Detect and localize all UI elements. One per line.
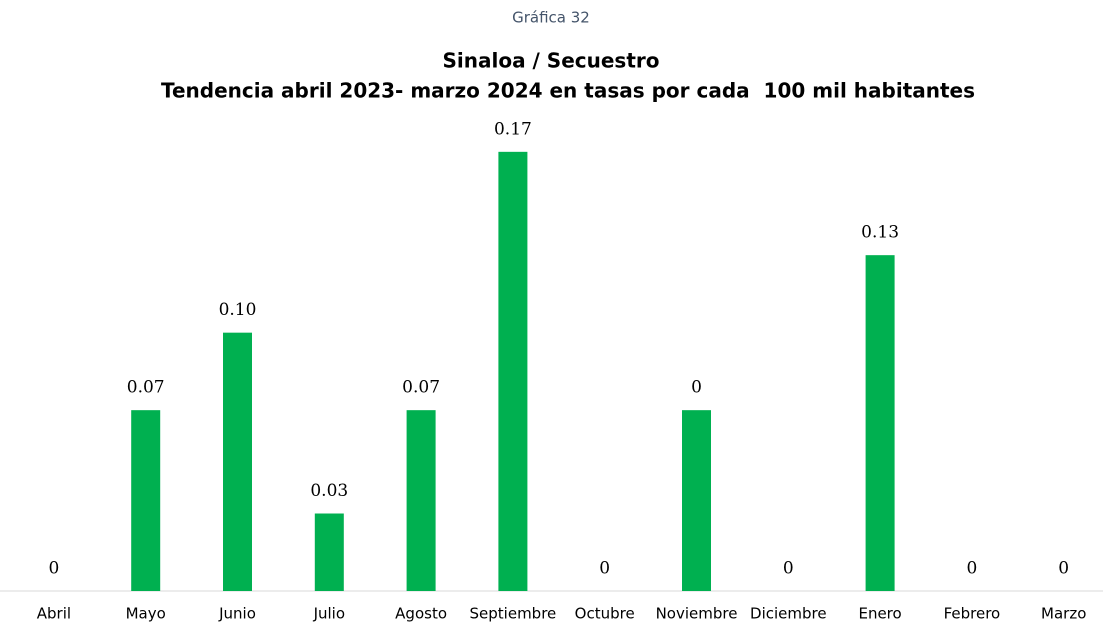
bar <box>682 410 711 591</box>
x-tick-label: Diciembre <box>750 605 827 623</box>
x-tick-label: Octubre <box>575 605 635 623</box>
value-label: 0 <box>966 559 977 579</box>
chart-subtitle: Tendencia abril 2023- marzo 2024 en tasa… <box>161 79 975 103</box>
x-tick-label: Noviembre <box>656 605 738 623</box>
bar <box>131 410 161 591</box>
value-label: 0.17 <box>494 119 532 139</box>
value-label: 0 <box>783 559 794 579</box>
bar <box>406 410 436 591</box>
x-tick-label: Septiembre <box>470 605 557 623</box>
value-label: 0.07 <box>402 378 440 398</box>
bar <box>314 513 344 591</box>
x-tick-label: Junio <box>218 605 256 623</box>
value-label: 0.03 <box>310 481 348 501</box>
value-label: 0 <box>48 559 59 579</box>
bar <box>498 151 528 592</box>
value-label: 0 <box>1058 559 1069 579</box>
chart-title: Sinaloa / Secuestro <box>442 49 659 73</box>
value-label: 0 <box>599 559 610 579</box>
bar <box>865 255 895 591</box>
x-tick-label: Abril <box>37 605 71 623</box>
chart-caption: Gráfica 32 <box>512 9 590 27</box>
value-label: 0.13 <box>861 223 899 243</box>
x-tick-label: Febrero <box>944 605 1001 623</box>
x-tick-label: Mayo <box>126 605 166 623</box>
bar <box>223 332 252 591</box>
x-tick-label: Marzo <box>1041 605 1086 623</box>
x-tick-label: Julio <box>313 605 345 623</box>
x-tick-label: Agosto <box>395 605 447 623</box>
value-label: 0 <box>691 378 702 398</box>
value-label: 0.10 <box>219 300 257 320</box>
x-tick-label: Enero <box>858 605 901 623</box>
value-label: 0.07 <box>127 378 165 398</box>
